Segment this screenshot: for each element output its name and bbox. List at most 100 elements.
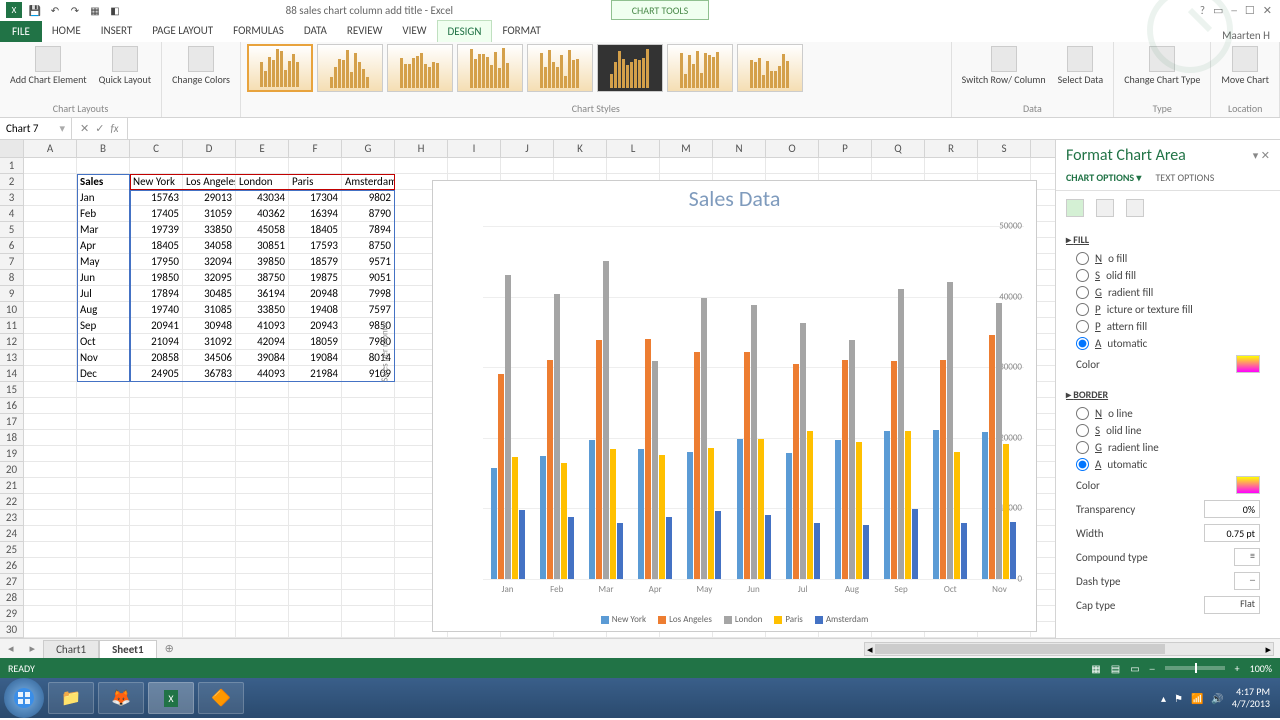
row-header[interactable]: 13: [0, 350, 23, 366]
cell[interactable]: [183, 590, 236, 605]
ribbon-tab[interactable]: FORMULAS: [223, 20, 294, 42]
bar[interactable]: [652, 361, 658, 579]
row-header[interactable]: 12: [0, 334, 23, 350]
cell[interactable]: [342, 606, 395, 621]
transparency-input[interactable]: [1204, 500, 1260, 518]
cell[interactable]: [24, 446, 77, 461]
bar[interactable]: [659, 455, 665, 579]
ribbon-tab[interactable]: VIEW: [392, 20, 436, 42]
tray-volume-icon[interactable]: 🔊: [1211, 692, 1223, 705]
bar[interactable]: [512, 457, 518, 579]
chart-title[interactable]: Sales Data: [433, 181, 1036, 216]
border-option[interactable]: No line: [1066, 405, 1270, 422]
row-header[interactable]: 30: [0, 622, 23, 638]
bar[interactable]: [835, 440, 841, 579]
cell[interactable]: [289, 430, 342, 445]
bar[interactable]: [645, 339, 651, 579]
cell[interactable]: 42094: [236, 334, 289, 349]
col-header[interactable]: A: [24, 140, 77, 157]
cell[interactable]: [77, 430, 130, 445]
qat-icon[interactable]: ▦: [88, 3, 102, 17]
cell[interactable]: [130, 158, 183, 173]
row-header[interactable]: 20: [0, 462, 23, 478]
width-input[interactable]: [1204, 524, 1260, 542]
chart-style-option[interactable]: [317, 44, 383, 92]
legend-item[interactable]: London: [724, 614, 762, 625]
cell[interactable]: [607, 158, 660, 173]
cell[interactable]: [24, 606, 77, 621]
bar[interactable]: [842, 360, 848, 579]
ribbon-tab[interactable]: INSERT: [91, 20, 143, 42]
zoom-slider[interactable]: [1165, 666, 1225, 670]
start-button[interactable]: [4, 678, 44, 718]
cell[interactable]: Jan: [77, 190, 130, 205]
cell[interactable]: [183, 382, 236, 397]
cell[interactable]: [24, 478, 77, 493]
bar[interactable]: [1010, 522, 1016, 579]
cell[interactable]: [77, 590, 130, 605]
cell[interactable]: 8750: [342, 238, 395, 253]
size-props-icon[interactable]: [1126, 199, 1144, 217]
cell[interactable]: [24, 222, 77, 237]
border-color-button[interactable]: [1236, 476, 1260, 494]
cell[interactable]: [24, 398, 77, 413]
select-data-button[interactable]: Select Data: [1054, 44, 1108, 87]
cell[interactable]: [24, 622, 77, 637]
cell[interactable]: 45058: [236, 222, 289, 237]
cell[interactable]: 20948: [289, 286, 342, 301]
cell[interactable]: [130, 398, 183, 413]
cell[interactable]: 24905: [130, 366, 183, 381]
bar-group[interactable]: Mar: [581, 226, 630, 579]
cell[interactable]: 33850: [236, 302, 289, 317]
cell[interactable]: 36194: [236, 286, 289, 301]
cell[interactable]: [342, 558, 395, 573]
cell[interactable]: [77, 478, 130, 493]
name-box[interactable]: Chart 7▾: [0, 118, 72, 139]
bar[interactable]: [589, 440, 595, 579]
cell[interactable]: [289, 446, 342, 461]
cell[interactable]: [236, 622, 289, 637]
fill-option[interactable]: Gradient fill: [1066, 284, 1270, 301]
cell[interactable]: [130, 622, 183, 637]
fill-heading[interactable]: ▸ FILL: [1066, 229, 1270, 250]
h-scrollbar[interactable]: ◂▸: [864, 642, 1274, 656]
cell[interactable]: [236, 494, 289, 509]
tray-icon[interactable]: ▴: [1161, 692, 1166, 705]
cell[interactable]: [713, 158, 766, 173]
bar-group[interactable]: Feb: [532, 226, 581, 579]
cell[interactable]: [289, 414, 342, 429]
cell[interactable]: [24, 350, 77, 365]
cell[interactable]: 30485: [183, 286, 236, 301]
bar[interactable]: [547, 360, 553, 579]
cell[interactable]: Oct: [77, 334, 130, 349]
row-header[interactable]: 8: [0, 270, 23, 286]
row-header[interactable]: 6: [0, 238, 23, 254]
cell[interactable]: [24, 382, 77, 397]
cell[interactable]: 17950: [130, 254, 183, 269]
cell[interactable]: 39850: [236, 254, 289, 269]
bar[interactable]: [554, 294, 560, 579]
ribbon-options-icon[interactable]: ▭: [1213, 4, 1223, 17]
border-option[interactable]: Automatic: [1066, 456, 1270, 473]
cell[interactable]: [24, 286, 77, 301]
cell[interactable]: [925, 158, 978, 173]
cell[interactable]: [342, 622, 395, 637]
col-header[interactable]: L: [607, 140, 660, 157]
col-header[interactable]: J: [501, 140, 554, 157]
bar[interactable]: [786, 453, 792, 579]
cell[interactable]: [183, 542, 236, 557]
border-heading[interactable]: ▸ BORDER: [1066, 384, 1270, 405]
fill-color-button[interactable]: [1236, 355, 1260, 373]
cell[interactable]: [24, 414, 77, 429]
row-header[interactable]: 7: [0, 254, 23, 270]
cell[interactable]: [24, 558, 77, 573]
dash-select[interactable]: ─: [1234, 572, 1260, 590]
cell[interactable]: 30851: [236, 238, 289, 253]
cell[interactable]: [130, 414, 183, 429]
cell[interactable]: 9571: [342, 254, 395, 269]
legend-item[interactable]: New York: [601, 614, 646, 625]
chart-style-option[interactable]: [737, 44, 803, 92]
cell[interactable]: 19850: [130, 270, 183, 285]
cell[interactable]: Apr: [77, 238, 130, 253]
ribbon-tab[interactable]: HOME: [42, 20, 91, 42]
